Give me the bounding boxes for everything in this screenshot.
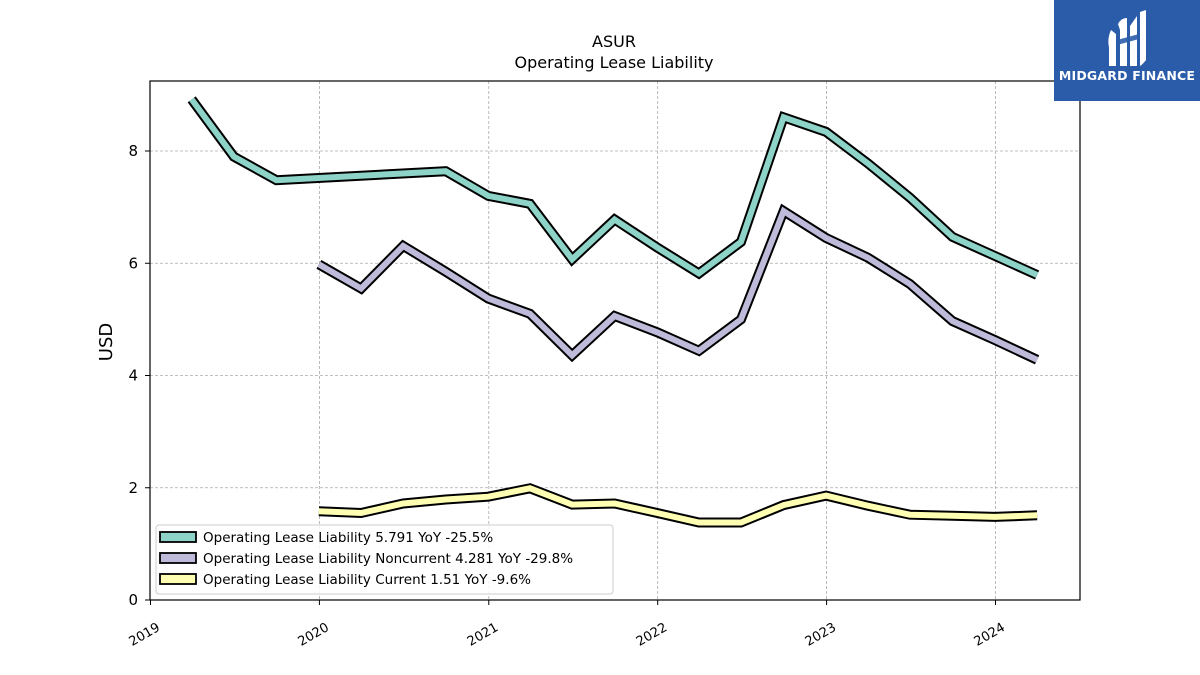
legend-swatch — [159, 573, 197, 585]
x-tick-label: 2021 — [465, 620, 501, 650]
legend-label: Operating Lease Liability Noncurrent 4.2… — [203, 551, 573, 567]
series-line-2 — [317, 206, 1039, 363]
series-outline-1 — [187, 96, 1040, 280]
y-tick-label: 2 — [128, 479, 138, 497]
legend-box — [155, 524, 614, 595]
x-tick-label: 2019 — [127, 620, 163, 650]
watermark-logo: MIDGARD FINANCE — [1054, 0, 1200, 101]
series-line-1 — [189, 97, 1039, 278]
legend-swatch — [159, 552, 197, 564]
x-tick-label: 2024 — [972, 620, 1008, 650]
grid — [150, 81, 1080, 600]
legend-label: Operating Lease Liability Current 1.51 Y… — [203, 572, 531, 588]
series-line-3 — [318, 485, 1038, 526]
logo-mark-icon — [1108, 10, 1146, 66]
series-outline-2 — [316, 203, 1040, 365]
y-tick-label: 6 — [128, 254, 138, 272]
y-axis-label: USD — [96, 323, 117, 361]
y-tick-label: 4 — [128, 367, 138, 385]
plot-frame — [149, 80, 1081, 601]
y-tick-label: 0 — [128, 591, 138, 609]
watermark-text: MIDGARD FINANCE — [1058, 68, 1196, 83]
series-layer — [187, 96, 1040, 528]
y-tick-label: 8 — [128, 142, 138, 160]
x-tick-label: 2023 — [803, 620, 839, 650]
chart-title: ASUR — [592, 32, 636, 51]
legend: Operating Lease Liability 5.791 YoY -25.… — [155, 524, 614, 595]
x-tick-label: 2022 — [634, 620, 670, 650]
legend-swatch — [159, 531, 197, 543]
legend-label: Operating Lease Liability 5.791 YoY -25.… — [203, 530, 493, 546]
x-tick-label: 2020 — [296, 620, 332, 650]
chart-subtitle: Operating Lease Liability — [514, 53, 713, 72]
